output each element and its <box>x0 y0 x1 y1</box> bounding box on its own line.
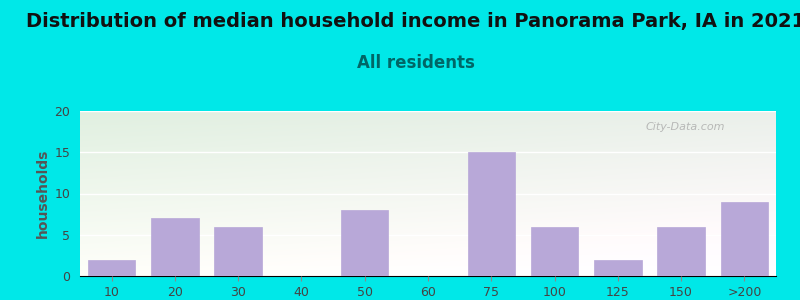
Text: All residents: All residents <box>357 54 475 72</box>
Bar <box>214 226 262 276</box>
Bar <box>594 260 642 276</box>
Y-axis label: households: households <box>36 149 50 238</box>
Bar <box>467 152 515 276</box>
Text: City-Data.com: City-Data.com <box>646 122 726 133</box>
Bar <box>151 218 198 276</box>
Bar <box>531 226 578 276</box>
Bar <box>658 226 705 276</box>
Bar <box>88 260 135 276</box>
Bar <box>721 202 768 276</box>
Bar <box>341 210 389 276</box>
Text: Distribution of median household income in Panorama Park, IA in 2021: Distribution of median household income … <box>26 11 800 31</box>
